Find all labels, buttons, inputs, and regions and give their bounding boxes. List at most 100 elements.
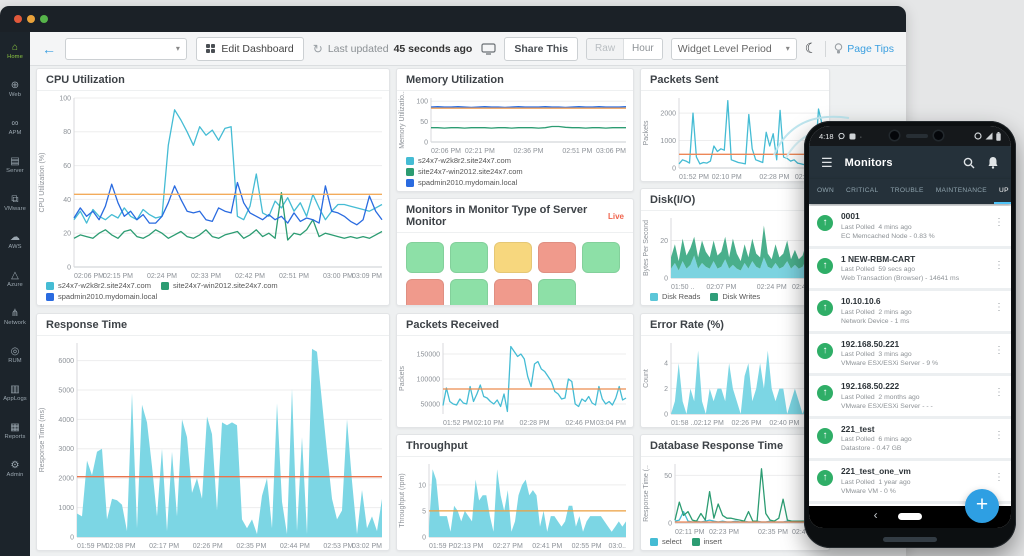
monitor-name: 221_test	[841, 424, 991, 434]
sidebar-item-applogs[interactable]: ▥ AppLogs	[0, 374, 30, 412]
dashboard-select[interactable]: ▾	[65, 38, 187, 60]
monitor-name: 221_test_one_vm	[841, 466, 991, 476]
monitor-list-item[interactable]: ↑ 10.10.10.6Last Polled 2 mins ago Netwo…	[809, 291, 1011, 331]
page-tips-link[interactable]: Page Tips	[834, 43, 894, 55]
share-screen-icon[interactable]	[481, 43, 496, 55]
sidebar-item-azure[interactable]: △ Azure	[0, 260, 30, 298]
chart-plot: 020406080100CPU Utilization (%)02:06 PM0…	[37, 91, 389, 280]
monitor-status-tile-up[interactable]	[450, 242, 488, 273]
monitor-name: 192.168.50.221	[841, 339, 991, 349]
monitor-list-item[interactable]: ↑ 1 NEW-RBM-CARTLast Polled 59 secs ago …	[809, 249, 1011, 289]
kebab-menu-icon[interactable]: ⋮	[994, 345, 1004, 356]
sidebar-item-apm[interactable]: ∞ APM	[0, 108, 30, 146]
monitor-status-tile-up[interactable]	[538, 279, 576, 306]
svg-text:50000: 50000	[421, 401, 441, 408]
app-notification-icon	[849, 133, 856, 140]
monitor-status-tile-critical[interactable]	[538, 242, 576, 273]
monitor-list-item[interactable]: ↑ 192.168.50.222Last Polled 2 months ago…	[809, 376, 1011, 416]
last-updated-value: 45 seconds ago	[394, 43, 473, 55]
window-minimize-button[interactable]	[27, 15, 35, 23]
monitor-list-item[interactable]: ↑ 192.168.50.221Last Polled 3 mins ago V…	[809, 334, 1011, 374]
sidebar-item-server[interactable]: ▤ Server	[0, 146, 30, 184]
sidebar-item-label: Admin	[7, 472, 24, 478]
sidebar-item-web[interactable]: ⊕ Web	[0, 70, 30, 108]
phone-tab-trouble[interactable]: TROUBLE	[885, 179, 928, 204]
server-icon: ▤	[10, 156, 19, 167]
refresh-icon[interactable]: ↻	[313, 42, 323, 56]
nav-home-pill[interactable]	[898, 513, 922, 520]
svg-text:0: 0	[67, 264, 71, 271]
chart-title: Error Rate (%)	[641, 314, 829, 336]
svg-text:01:59 P..: 01:59 P..	[429, 543, 456, 550]
monitor-status-tile-up[interactable]	[450, 279, 488, 306]
chart-card-response_time: Response Time0100020003000400050006000Re…	[36, 313, 390, 551]
back-arrow-icon[interactable]: ←	[42, 41, 56, 57]
svg-text:03:0..: 03:0..	[608, 543, 626, 550]
kebab-menu-icon[interactable]: ⋮	[994, 472, 1004, 483]
raw-toggle[interactable]: Raw	[587, 39, 624, 59]
legend-item: s24x7-w2k8r2.site24x7.com	[46, 281, 151, 290]
svg-text:03:04 PM: 03:04 PM	[596, 420, 626, 427]
monitor-status-tile-up[interactable]	[582, 242, 620, 273]
chart-card-memory: Memory Utilization050100Memory Utilizati…	[396, 68, 634, 192]
monitor-list-item[interactable]: ↑ 0001Last Polled 4 mins ago EC Memcache…	[809, 206, 1011, 246]
live-badge: Live	[608, 212, 624, 221]
bell-icon[interactable]	[987, 156, 999, 169]
svg-text:02:41 PM: 02:41 PM	[532, 543, 562, 550]
monitor-last-polled: Last Polled 3 mins ago	[841, 350, 991, 359]
kebab-menu-icon[interactable]: ⋮	[994, 387, 1004, 398]
svg-text:02:06 PM: 02:06 PM	[74, 273, 104, 280]
add-monitor-fab[interactable]: +	[965, 489, 999, 523]
kebab-menu-icon[interactable]: ⋮	[994, 217, 1004, 228]
monitor-status-tile-up[interactable]	[406, 242, 444, 273]
svg-text:02:46 PM: 02:46 PM	[565, 420, 595, 427]
svg-text:02:42 PM: 02:42 PM	[235, 273, 265, 280]
hamburger-menu-icon[interactable]: ☰	[821, 155, 833, 171]
kebab-menu-icon[interactable]: ⋮	[994, 302, 1004, 313]
widget-level-period-select[interactable]: Widget Level Period ▾	[671, 38, 797, 60]
svg-text:3000: 3000	[58, 446, 74, 453]
status-time: 4:18	[819, 132, 834, 141]
svg-text:02:40 PM: 02:40 PM	[769, 420, 799, 427]
monitor-detail: VMware ESX/ESXi Server - - -	[841, 402, 991, 411]
kebab-menu-icon[interactable]: ⋮	[994, 260, 1004, 271]
svg-text:02:28 PM: 02:28 PM	[759, 174, 789, 181]
svg-text:Packets: Packets	[643, 120, 650, 145]
nav-back-icon[interactable]: ‹	[874, 508, 878, 522]
share-this-button[interactable]: Share This	[504, 37, 578, 61]
chart-plot: 50000100000150000Packets01:52 PM02:10 PM…	[397, 336, 633, 427]
window-close-button[interactable]	[14, 15, 22, 23]
sidebar-item-reports[interactable]: ▦ Reports	[0, 412, 30, 450]
phone-tab-maintenance[interactable]: MAINTENANCE	[931, 179, 992, 204]
kebab-menu-icon[interactable]: ⋮	[994, 430, 1004, 441]
monitor-list-item[interactable]: ↑ 221_testLast Polled 6 mins ago Datasto…	[809, 419, 1011, 459]
sidebar-item-admin[interactable]: ⚙ Admin	[0, 450, 30, 488]
hour-toggle[interactable]: Hour	[624, 39, 662, 59]
sidebar-item-home[interactable]: ⌂ Home	[0, 32, 30, 70]
svg-text:02:07 PM: 02:07 PM	[706, 284, 736, 291]
monitor-status-tile-trouble[interactable]	[494, 242, 532, 273]
phone-tab-critical[interactable]: CRITICAL	[841, 179, 883, 204]
monitor-status-tile-critical[interactable]	[406, 279, 444, 306]
sidebar-item-network[interactable]: ⋔ Network	[0, 298, 30, 336]
sidebar-item-label: Web	[9, 92, 21, 98]
monitor-last-polled: Last Polled 4 mins ago	[841, 223, 991, 232]
monitor-detail: Web Transaction (Browser) - 14641 ms	[841, 274, 991, 283]
monitor-status-tile-critical[interactable]	[494, 279, 532, 306]
svg-text:02:44 PM: 02:44 PM	[280, 543, 310, 550]
window-zoom-button[interactable]	[40, 15, 48, 23]
sidebar-item-aws[interactable]: ☁ AWS	[0, 222, 30, 260]
svg-text:2000: 2000	[58, 476, 74, 483]
phone-screen: 4:18 ·	[809, 126, 1011, 528]
wifi-signal-icon	[985, 132, 993, 140]
edit-dashboard-button[interactable]: Edit Dashboard	[196, 37, 304, 61]
phone-tab-up[interactable]: UP	[994, 179, 1011, 204]
phone-tab-own[interactable]: OWN	[812, 179, 839, 204]
home-icon: ⌂	[12, 42, 18, 53]
sidebar-item-vmware[interactable]: ⧉ VMware	[0, 184, 30, 222]
svg-text:01:50 ..: 01:50 ..	[671, 284, 694, 291]
search-icon[interactable]	[963, 157, 975, 169]
binoculars-icon: ∞	[11, 118, 18, 129]
sidebar-item-rum[interactable]: ◎ RUM	[0, 336, 30, 374]
dark-mode-moon-icon[interactable]: ☾	[805, 40, 818, 57]
